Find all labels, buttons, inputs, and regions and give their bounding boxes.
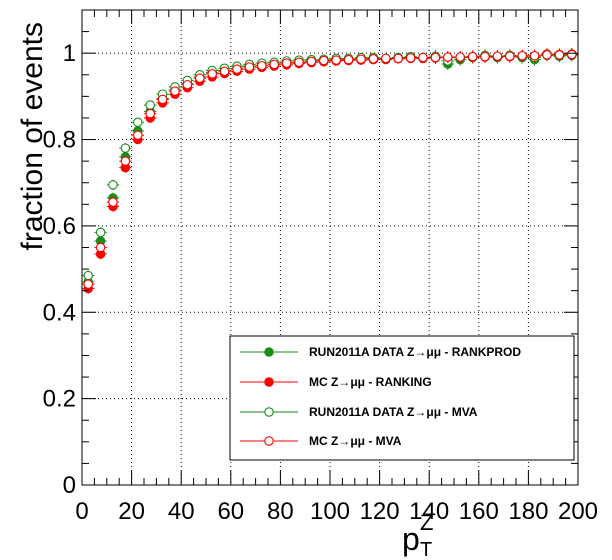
legend-item: MC Z→μμ - MVA	[240, 434, 402, 448]
legend-label: MC Z→μμ - MVA	[309, 434, 402, 448]
legend-marker	[264, 377, 274, 387]
x-tick-label: 100	[310, 498, 350, 525]
data-point	[108, 180, 118, 190]
data-point	[405, 53, 416, 63]
x-tick-label: 80	[267, 498, 294, 525]
data-point	[244, 62, 255, 72]
x-tick-label: 60	[217, 498, 244, 525]
data-point	[83, 270, 93, 281]
legend-marker	[264, 347, 274, 357]
y-tick-label: 0.2	[43, 386, 76, 413]
data-point	[319, 55, 329, 66]
data-point	[195, 73, 205, 83]
data-points	[82, 48, 578, 294]
data-point	[269, 59, 279, 70]
data-point	[356, 54, 366, 64]
x-tick-label: 120	[360, 498, 400, 525]
x-axis-title-main: p	[402, 521, 420, 557]
legend-box	[229, 335, 575, 461]
data-point	[120, 156, 131, 166]
svg-text:p: p	[402, 521, 420, 557]
data-point	[517, 51, 527, 61]
data-point	[381, 53, 391, 64]
legend-label: RUN2011A DATA Z→μμ - MVA	[309, 405, 478, 419]
legend: RUN2011A DATA Z→μμ - RANKPROD MC Z→μμ - R…	[229, 335, 575, 461]
data-point	[368, 54, 379, 64]
x-tick-label: 20	[118, 498, 145, 525]
data-point	[455, 52, 465, 62]
series-2	[82, 48, 578, 281]
ticks	[81, 9, 579, 486]
legend-marker	[264, 436, 274, 446]
x-axis-title-superscript: Z	[420, 510, 433, 535]
data-point	[331, 55, 341, 65]
data-point	[443, 52, 453, 62]
tick-labels: 0 20 40 60 80 100 120 140 160 180 200 0 0.2 0.4 0.6 0.8…	[43, 40, 598, 525]
x-tick-label: 140	[409, 498, 449, 525]
x-tick-label: 180	[508, 498, 548, 525]
data-point	[95, 227, 106, 238]
data-point	[567, 49, 577, 60]
data-point	[480, 51, 490, 62]
data-point	[418, 52, 428, 63]
data-point	[182, 79, 193, 90]
x-axis-title-subscript: T	[420, 539, 432, 560]
data-point	[207, 69, 217, 79]
data-point	[467, 51, 478, 62]
data-point	[393, 53, 403, 64]
data-point	[145, 108, 155, 119]
data-point	[281, 58, 292, 68]
legend-item: RUN2011A DATA Z→μμ - RANKPROD	[240, 345, 521, 359]
data-point	[95, 242, 106, 253]
y-tick-label: 1	[63, 40, 76, 67]
data-point	[170, 86, 180, 96]
data-point	[83, 279, 93, 289]
y-axis-title: fraction of events	[16, 22, 49, 250]
data-point	[306, 56, 317, 67]
legend-marker	[264, 407, 274, 417]
series-0	[82, 49, 578, 288]
y-tick-label: 0.6	[43, 213, 76, 240]
x-tick-label: 200	[558, 498, 598, 525]
legend-item: MC Z→μμ - RANKING	[240, 375, 432, 389]
data-point	[492, 51, 503, 61]
y-tick-label: 0	[63, 472, 76, 499]
x-axis-title: p T Z	[402, 510, 433, 560]
data-point	[157, 94, 168, 105]
data-point	[529, 51, 540, 61]
data-point	[554, 50, 565, 60]
legend-label: MC Z→μμ - RANKING	[309, 375, 432, 389]
x-tick-label: 0	[75, 498, 88, 525]
data-point	[219, 66, 230, 77]
data-point	[343, 54, 354, 65]
data-point	[120, 143, 131, 153]
data-point	[232, 64, 242, 74]
legend-label: RUN2011A DATA Z→μμ - RANKPROD	[309, 345, 521, 359]
data-point	[108, 197, 118, 207]
data-point	[145, 100, 155, 110]
data-point	[430, 52, 441, 63]
x-tick-label: 40	[168, 498, 195, 525]
data-point	[505, 51, 515, 61]
y-tick-label: 0.8	[43, 127, 76, 154]
legend-item: RUN2011A DATA Z→μμ - MVA	[240, 405, 478, 419]
data-point	[133, 130, 143, 140]
y-tick-label: 0.4	[43, 299, 76, 326]
data-point	[257, 60, 267, 71]
data-point	[294, 57, 304, 67]
data-point	[542, 50, 552, 60]
series-3	[82, 48, 578, 290]
x-tick-label: 160	[459, 498, 499, 525]
data-point	[133, 117, 143, 128]
